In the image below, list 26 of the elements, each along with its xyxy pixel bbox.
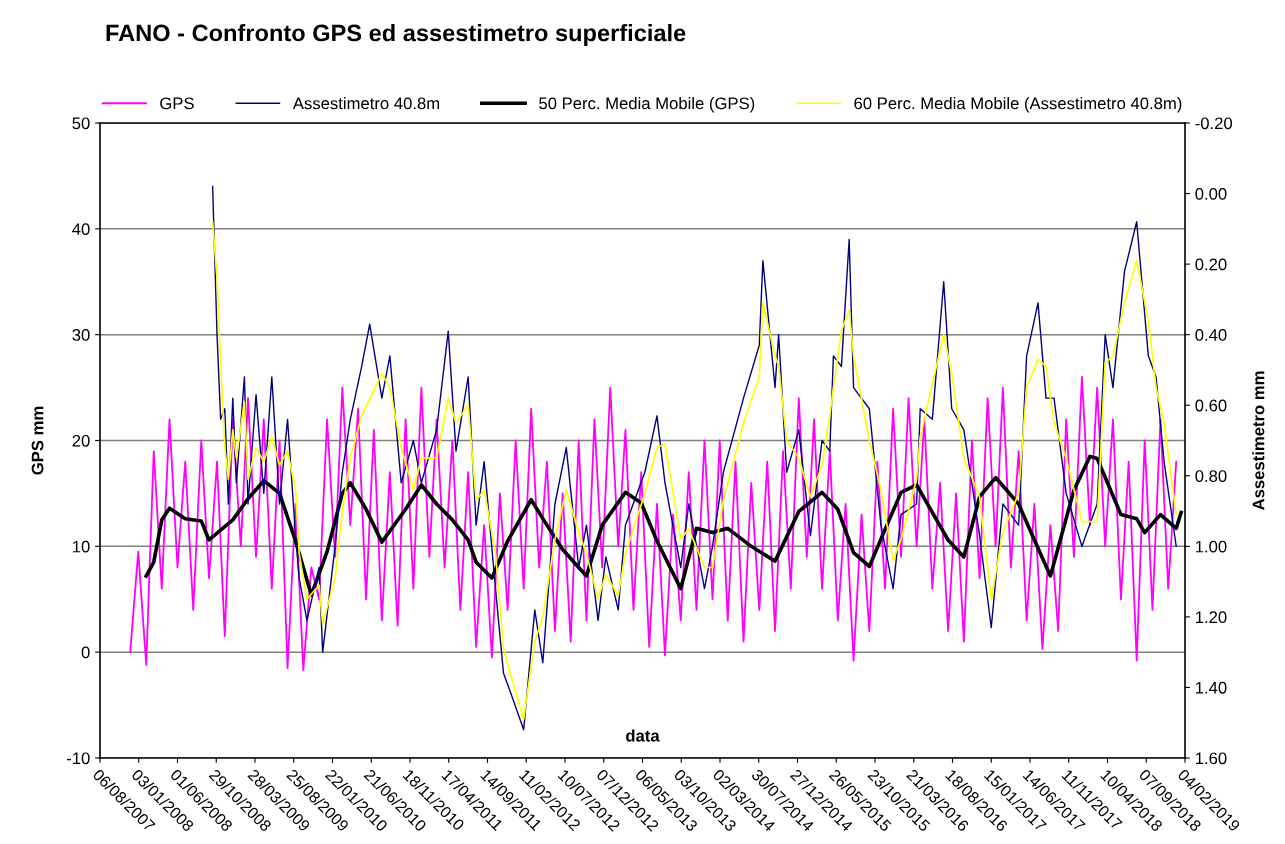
y2-tick-label: 0.00 bbox=[1195, 187, 1227, 200]
y-tick-label: 50 bbox=[72, 117, 90, 130]
y2-tick-label: 1.20 bbox=[1195, 611, 1227, 624]
y2-tick-label: 0.60 bbox=[1195, 399, 1227, 412]
y-tick-label: 30 bbox=[72, 329, 90, 341]
y2-tick-label: 0.40 bbox=[1195, 329, 1227, 341]
y-tick-label: 40 bbox=[72, 223, 90, 236]
y-tick-label: -10 bbox=[66, 752, 90, 765]
x-axis-title: data bbox=[626, 729, 660, 742]
y-tick-label: 20 bbox=[72, 434, 90, 447]
legend-label: Assestimetro 40.8m bbox=[292, 97, 440, 110]
legend-label: 50 Perc. Media Mobile (GPS) bbox=[539, 97, 755, 113]
y2-tick-label: -0.20 bbox=[1195, 117, 1233, 130]
y2-tick-label: 1.60 bbox=[1195, 752, 1227, 765]
y2-tick-label: 1.40 bbox=[1195, 681, 1227, 694]
y2-tick-label: 1.00 bbox=[1195, 540, 1227, 553]
y2-tick-label: 0.20 bbox=[1195, 258, 1227, 271]
y-axis-title: GPS mm bbox=[31, 406, 44, 475]
legend-label: GPS bbox=[160, 97, 194, 110]
y-tick-label: 10 bbox=[73, 540, 90, 553]
y2-axis-title: Assestimetro mm bbox=[1252, 371, 1265, 511]
y-tick-label: 0 bbox=[81, 646, 90, 659]
legend-label: 60 Perc. Media Mobile (Assestimetro 40.8m) bbox=[854, 97, 1182, 113]
chart-title: FANO - Confronto GPS ed assestimetro superficiale bbox=[106, 24, 686, 47]
y2-tick-label: 0.80 bbox=[1195, 470, 1227, 482]
line-series bbox=[129, 376, 1178, 672]
